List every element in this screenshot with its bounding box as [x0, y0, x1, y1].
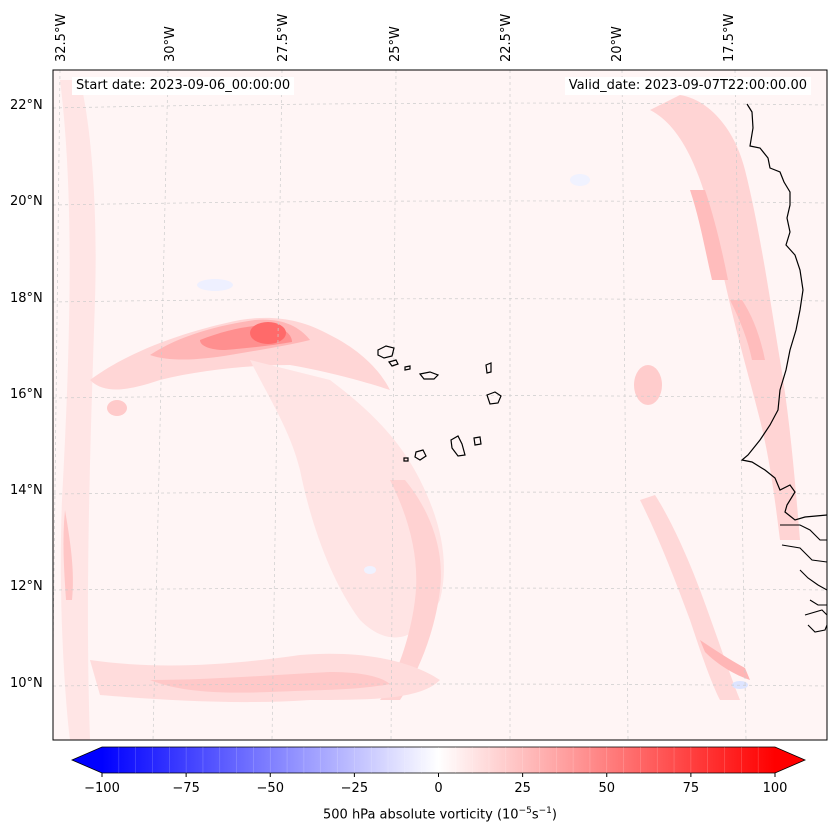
valid-date-label: Valid_date:	[568, 78, 641, 93]
lon-label-2: 30°W	[163, 26, 178, 62]
start-date-label: Start date:	[76, 78, 146, 93]
lat-label-1: 22°N	[10, 98, 43, 113]
cape-verde-islands	[377, 345, 502, 462]
colorbar-tick-label: 100	[762, 781, 788, 796]
colorbar-tick-label: 50	[598, 781, 616, 796]
lat-label-6: 12°N	[10, 579, 43, 594]
colorbar-extend-low	[72, 747, 102, 773]
colorbar-tick-label: 0	[434, 781, 443, 796]
lon-label-7: 17.5°W	[722, 13, 737, 62]
lon-label-4: 25°W	[388, 26, 403, 62]
colorbar-tick-label: −50	[256, 781, 284, 796]
colorbar-extend-high	[775, 747, 805, 773]
colorbar-ticks	[101, 747, 776, 777]
colorbar-tick-label: −100	[84, 781, 120, 796]
start-date-value: 2023-09-06_00:00:00	[149, 78, 291, 93]
west-african-coastline	[740, 103, 827, 521]
valid-date-value: 2023-09-07T22:00:00.00	[644, 78, 807, 93]
colorbar-tick-label: −25	[340, 781, 369, 796]
colorbar-tick-label: −75	[172, 781, 200, 796]
vorticity-field	[60, 80, 800, 740]
lat-label-2: 20°N	[10, 194, 43, 209]
colorbar-tick-label: 75	[682, 781, 700, 796]
lon-label-5: 22.5°W	[499, 13, 514, 62]
start-date-box: Start date: 2023-09-06_00:00:00	[72, 77, 295, 95]
map-area	[53, 70, 827, 740]
coastline-south	[780, 524, 827, 633]
lon-label-1: 32.5°W	[54, 13, 69, 62]
lat-label-3: 18°N	[10, 291, 43, 306]
lat-label-5: 14°N	[10, 483, 43, 498]
colorbar	[70, 746, 807, 777]
lat-label-4: 16°N	[10, 387, 43, 402]
valid-date-box: Valid_date: 2023-09-07T22:00:00.00	[564, 77, 811, 95]
lon-label-3: 27.5°W	[276, 13, 291, 62]
lon-label-6: 20°W	[610, 26, 625, 62]
lat-label-7: 10°N	[10, 676, 43, 691]
colorbar-gradient	[102, 747, 775, 773]
colorbar-tick-label: 25	[514, 781, 531, 796]
map-frame	[52, 69, 828, 741]
colorbar-title: 500 hPa absolute vorticity (10−5s−1)	[323, 806, 557, 823]
vorticity-maximum	[250, 322, 286, 344]
